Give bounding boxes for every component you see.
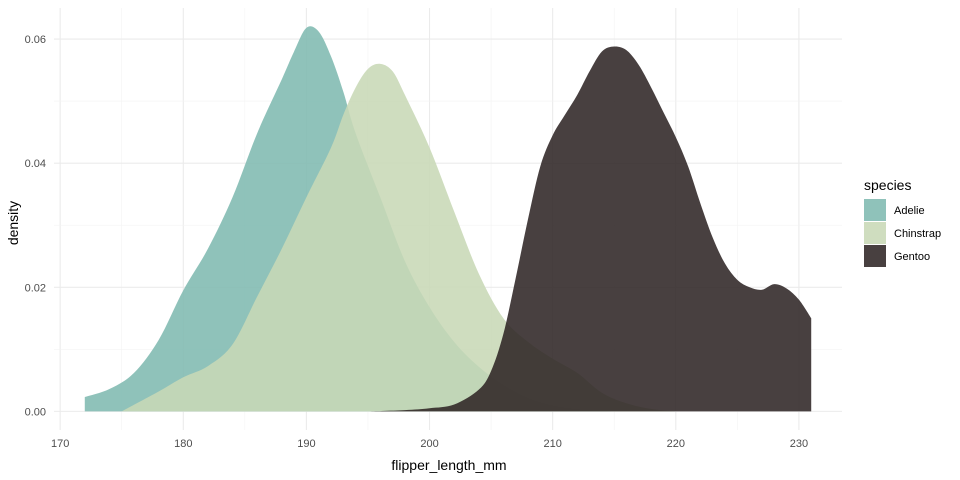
y-tick-label: 0.00 — [25, 406, 46, 418]
legend: species Adelie Chinstrap Gentoo — [864, 177, 941, 267]
density-area-gentoo — [367, 46, 812, 412]
density-area-chinstrap — [121, 63, 676, 412]
legend-swatch-gentoo — [864, 245, 886, 267]
x-tick-label: 190 — [297, 438, 315, 450]
y-tick-label: 0.06 — [25, 34, 46, 46]
y-axis-ticks: 0.00 0.02 0.04 0.06 — [25, 34, 46, 418]
y-tick-label: 0.04 — [25, 158, 46, 170]
legend-swatch-adelie — [864, 199, 886, 221]
legend-title: species — [864, 177, 911, 193]
x-tick-label: 180 — [174, 438, 192, 450]
legend-swatch-chinstrap — [864, 222, 886, 244]
x-tick-label: 230 — [790, 438, 808, 450]
y-axis-title: density — [5, 201, 21, 245]
x-tick-label: 220 — [667, 438, 685, 450]
y-tick-label: 0.02 — [25, 282, 46, 294]
legend-items: Adelie Chinstrap Gentoo — [864, 199, 941, 267]
density-areas — [84, 26, 812, 412]
legend-label-adelie: Adelie — [894, 205, 925, 217]
legend-label-chinstrap: Chinstrap — [894, 228, 941, 240]
x-tick-label: 170 — [51, 438, 69, 450]
x-tick-label: 200 — [420, 438, 438, 450]
x-axis-title: flipper_length_mm — [391, 457, 506, 473]
legend-label-gentoo: Gentoo — [894, 251, 930, 263]
x-tick-label: 210 — [543, 438, 561, 450]
x-axis-ticks: 170 180 190 200 210 220 230 — [51, 438, 808, 450]
